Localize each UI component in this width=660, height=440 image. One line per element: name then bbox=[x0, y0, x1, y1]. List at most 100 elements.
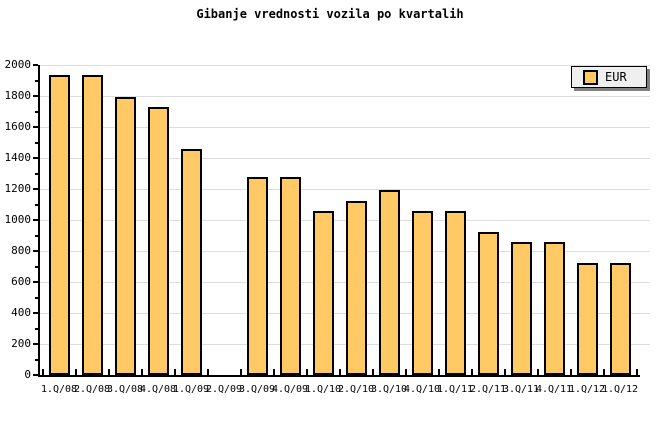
x-tick bbox=[503, 369, 506, 375]
y-tick-major bbox=[33, 219, 38, 221]
y-tick-major bbox=[33, 95, 38, 97]
gridline bbox=[40, 127, 650, 128]
bar bbox=[279, 176, 301, 375]
y-tick-label: 2000 bbox=[4, 58, 32, 71]
x-tick-label: 1.Q/10 bbox=[304, 384, 342, 395]
bar bbox=[147, 106, 169, 375]
y-tick-label: 400 bbox=[11, 306, 31, 319]
y-tick-minor bbox=[35, 265, 38, 268]
legend-swatch-icon bbox=[583, 69, 598, 85]
gridline bbox=[40, 96, 650, 97]
bar bbox=[609, 263, 631, 375]
gridline bbox=[40, 344, 650, 345]
x-tick bbox=[107, 369, 110, 375]
y-tick-minor bbox=[35, 296, 38, 299]
chart-title: Gibanje vrednosti vozila po kvartalih bbox=[196, 7, 464, 21]
x-tick bbox=[305, 369, 308, 375]
x-tick-label: 1.Q/11 bbox=[436, 384, 474, 395]
bar bbox=[510, 242, 532, 375]
y-tick-label: 1600 bbox=[4, 120, 32, 133]
x-tick-label: 1.Q/09 bbox=[172, 384, 210, 395]
x-tick-label: 3.Q/11 bbox=[502, 384, 540, 395]
bar bbox=[378, 189, 400, 375]
x-tick bbox=[536, 369, 539, 375]
y-tick-major bbox=[33, 312, 38, 314]
bar bbox=[180, 148, 202, 375]
y-tick-label: 0 bbox=[24, 368, 31, 381]
gridline bbox=[40, 220, 650, 221]
x-tick-label: 3.Q/10 bbox=[370, 384, 408, 395]
y-tick-major bbox=[33, 64, 38, 66]
x-tick bbox=[470, 369, 473, 375]
y-tick-minor bbox=[35, 327, 38, 330]
legend-label: EUR bbox=[605, 69, 627, 84]
x-tick-label: 4.Q/11 bbox=[535, 384, 573, 395]
x-tick bbox=[74, 369, 77, 375]
x-tick bbox=[569, 369, 572, 375]
y-tick-minor bbox=[35, 358, 38, 361]
bar bbox=[48, 75, 70, 375]
bar bbox=[312, 210, 334, 375]
x-tick-label: 1.Q/12 bbox=[601, 384, 639, 395]
gridline bbox=[40, 313, 650, 314]
x-tick bbox=[272, 369, 275, 375]
x-tick-label: 2.Q/10 bbox=[337, 384, 375, 395]
y-tick-major bbox=[33, 188, 38, 190]
y-tick-minor bbox=[35, 203, 38, 206]
y-tick-minor bbox=[35, 79, 38, 82]
x-tick bbox=[371, 369, 374, 375]
x-tick bbox=[140, 369, 143, 375]
x-tick-label: 4.Q/08 bbox=[139, 384, 177, 395]
y-tick-minor bbox=[35, 172, 38, 175]
y-tick-label: 200 bbox=[11, 337, 31, 350]
x-tick bbox=[206, 369, 209, 375]
y-tick-label: 1400 bbox=[4, 151, 32, 164]
bar bbox=[477, 231, 499, 375]
y-tick-major bbox=[33, 374, 38, 376]
gridline bbox=[40, 65, 650, 66]
bar bbox=[576, 263, 598, 375]
bar bbox=[114, 96, 136, 375]
y-tick-label: 1800 bbox=[4, 89, 32, 102]
x-axis-line bbox=[38, 375, 640, 377]
x-tick bbox=[635, 369, 638, 375]
y-tick-minor bbox=[35, 234, 38, 237]
bar bbox=[81, 75, 103, 375]
y-axis-line bbox=[38, 65, 40, 377]
x-tick bbox=[404, 369, 407, 375]
x-tick-label: 1.Q/12 bbox=[568, 384, 606, 395]
y-tick-major bbox=[33, 250, 38, 252]
bar bbox=[411, 210, 433, 375]
x-tick-label: 2.Q/08 bbox=[73, 384, 111, 395]
gridline bbox=[40, 189, 650, 190]
y-tick-label: 800 bbox=[11, 244, 31, 257]
y-tick-label: 1000 bbox=[4, 213, 32, 226]
gridline bbox=[40, 282, 650, 283]
y-tick-major bbox=[33, 343, 38, 345]
x-tick bbox=[41, 369, 44, 375]
y-tick-major bbox=[33, 157, 38, 159]
y-tick-label: 600 bbox=[11, 275, 31, 288]
y-tick-minor bbox=[35, 110, 38, 113]
bar bbox=[345, 200, 367, 375]
x-tick-label: 2.Q/09 bbox=[205, 384, 243, 395]
x-tick bbox=[437, 369, 440, 375]
legend: EUR bbox=[571, 66, 647, 88]
x-tick-label: 4.Q/09 bbox=[271, 384, 309, 395]
x-tick-label: 4.Q/10 bbox=[403, 384, 441, 395]
bar bbox=[444, 210, 466, 375]
y-tick-major bbox=[33, 281, 38, 283]
x-tick-label: 3.Q/09 bbox=[238, 384, 276, 395]
gridline bbox=[40, 158, 650, 159]
gridline bbox=[40, 251, 650, 252]
x-tick bbox=[602, 369, 605, 375]
y-tick-minor bbox=[35, 141, 38, 144]
x-tick bbox=[239, 369, 242, 375]
x-tick-label: 3.Q/08 bbox=[106, 384, 144, 395]
x-tick bbox=[338, 369, 341, 375]
y-tick-major bbox=[33, 126, 38, 128]
x-tick-label: 1.Q/08 bbox=[40, 384, 78, 395]
x-tick bbox=[173, 369, 176, 375]
bar bbox=[543, 242, 565, 375]
